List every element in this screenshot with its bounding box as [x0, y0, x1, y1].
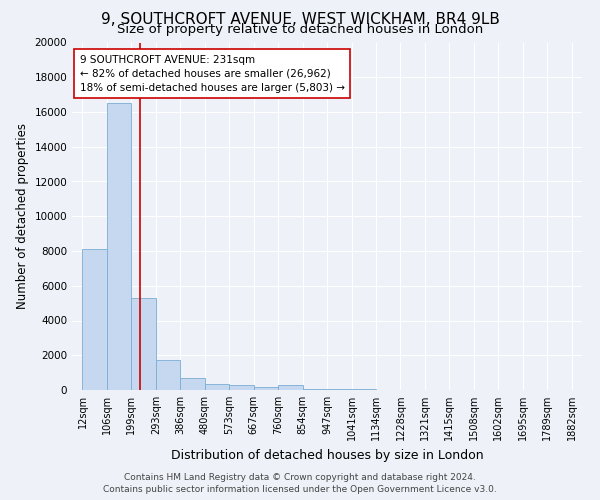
Bar: [302, 389, 327, 390]
Bar: [229, 386, 254, 390]
Text: 9, SOUTHCROFT AVENUE, WEST WICKHAM, BR4 9LB: 9, SOUTHCROFT AVENUE, WEST WICKHAM, BR4 …: [101, 12, 499, 28]
Bar: [254, 387, 278, 390]
Bar: [156, 360, 180, 390]
Text: Contains HM Land Registry data © Crown copyright and database right 2024.
Contai: Contains HM Land Registry data © Crown c…: [103, 473, 497, 494]
Bar: [278, 385, 302, 390]
Bar: [107, 104, 131, 390]
Bar: [131, 298, 156, 390]
Text: Size of property relative to detached houses in London: Size of property relative to detached ho…: [117, 22, 483, 36]
Y-axis label: Number of detached properties: Number of detached properties: [16, 123, 29, 309]
Bar: [82, 250, 107, 390]
Bar: [180, 378, 205, 390]
Bar: [327, 389, 352, 390]
X-axis label: Distribution of detached houses by size in London: Distribution of detached houses by size …: [170, 448, 484, 462]
Text: 9 SOUTHCROFT AVENUE: 231sqm
← 82% of detached houses are smaller (26,962)
18% of: 9 SOUTHCROFT AVENUE: 231sqm ← 82% of det…: [80, 54, 344, 92]
Bar: [205, 384, 229, 390]
